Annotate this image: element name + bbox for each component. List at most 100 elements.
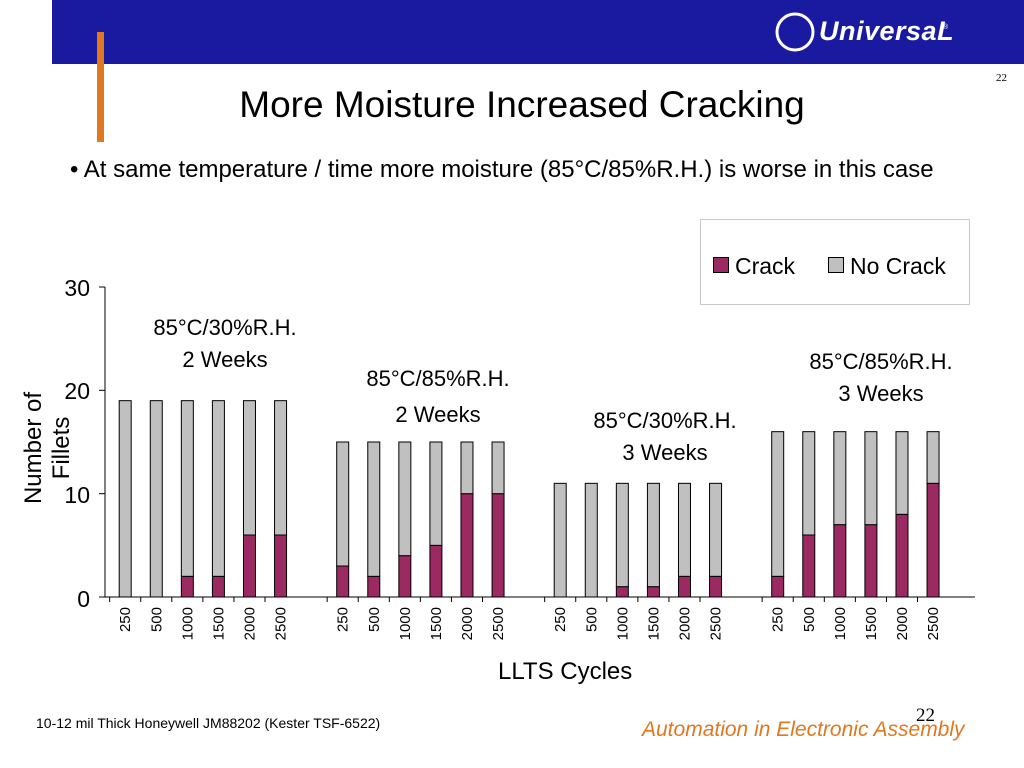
bar-no-crack (491, 441, 505, 495)
annotation-condition: 85°C/30%R.H. (153, 315, 297, 340)
x-tick-label: 2000 (676, 607, 693, 640)
bar-crack (429, 544, 443, 598)
group-annotation: 85°C/30%R.H. 2 Weeks (120, 312, 330, 376)
bar-no-crack (398, 441, 412, 557)
bar-no-crack (553, 482, 567, 598)
logo-text: UniversaL (819, 16, 955, 46)
bar-crack (274, 534, 288, 598)
bar-crack (615, 586, 629, 598)
bar-crack (211, 575, 225, 598)
x-tick-label: 1000 (614, 607, 631, 640)
bar-no-crack (242, 400, 256, 536)
bar-crack (180, 575, 194, 598)
bar-no-crack (367, 441, 381, 577)
annotation-duration: 3 Weeks (838, 381, 924, 406)
x-tick-label: 2500 (708, 607, 725, 640)
footer-tagline: Automation in Electronic Assembly (642, 718, 965, 741)
bar-no-crack (118, 400, 132, 598)
bar-no-crack (646, 482, 660, 588)
bar-crack (895, 513, 909, 598)
bar-no-crack (211, 400, 225, 577)
bar-no-crack (429, 441, 443, 546)
x-tick-label: 2000 (459, 607, 476, 640)
x-tick-label: 2500 (490, 607, 507, 640)
legend-label-crack: Crack (735, 253, 796, 279)
chart-legend: Crack No Crack (700, 219, 970, 305)
x-tick-label: 2000 (241, 607, 258, 640)
x-tick-label: 1500 (210, 607, 227, 640)
bar-no-crack (771, 431, 785, 577)
x-tick-label: 500 (583, 607, 600, 632)
bar-no-crack (336, 441, 350, 567)
y-tick-label: 30 (64, 275, 90, 301)
bar-no-crack (460, 441, 474, 495)
x-tick-label: 250 (117, 607, 134, 632)
bar-no-crack (802, 431, 816, 536)
bar-crack (398, 555, 412, 598)
annotation-duration: 3 Weeks (622, 440, 708, 465)
x-tick-label: 500 (148, 607, 165, 632)
bar-crack (677, 575, 691, 598)
bar-no-crack (180, 400, 194, 577)
group-annotation: 85°C/30%R.H. 3 Weeks (560, 405, 770, 469)
footer-note: 10-12 mil Thick Honeywell JM88202 (Keste… (36, 715, 381, 731)
bar-crack (336, 565, 350, 598)
x-tick-label: 1500 (863, 607, 880, 640)
bar-no-crack (864, 431, 878, 526)
bar-crack (926, 482, 940, 598)
bar-crack (491, 493, 505, 598)
page-number-top: 22 (996, 72, 1007, 84)
annotation-duration: 2 Weeks (395, 402, 481, 427)
x-tick-label: 2500 (925, 607, 942, 640)
bar-crack (709, 575, 723, 598)
bar-no-crack (584, 482, 598, 598)
annotation-condition: 85°C/85%R.H. (809, 349, 953, 374)
header-band-fill (52, 0, 1024, 64)
x-tick-label: 1500 (428, 607, 445, 640)
bar-no-crack (709, 482, 723, 577)
bar-crack (646, 586, 660, 598)
x-tick-label: 250 (770, 607, 787, 632)
legend-swatch-crack (713, 257, 729, 273)
bar-no-crack (615, 482, 629, 588)
x-tick-label: 1500 (645, 607, 662, 640)
bar-no-crack (677, 482, 691, 577)
bar-crack (802, 534, 816, 598)
bar-crack (242, 534, 256, 598)
group-annotation: 85°C/85%R.H. 3 Weeks (776, 346, 986, 410)
bar-crack (771, 575, 785, 598)
bullet-text: • At same temperature / time more moistu… (70, 156, 934, 183)
annotation-duration: 2 Weeks (182, 347, 268, 372)
bar-crack (367, 575, 381, 598)
x-tick-label: 1000 (179, 607, 196, 640)
x-tick-label: 1000 (832, 607, 849, 640)
bar-crack (460, 493, 474, 598)
bar-no-crack (274, 400, 288, 536)
annotation-condition: 85°C/85%R.H. (366, 366, 510, 391)
legend-label-no-crack: No Crack (850, 253, 946, 279)
legend-swatch-no-crack (828, 257, 844, 273)
bar-no-crack (833, 431, 847, 526)
slide-title: More Moisture Increased Cracking (239, 84, 805, 125)
group-annotation: 85°C/85%R.H. 2 Weeks (333, 361, 543, 433)
y-tick-label: 10 (64, 482, 90, 508)
x-tick-label: 250 (335, 607, 352, 632)
bar-crack (833, 524, 847, 598)
x-tick-label: 500 (366, 607, 383, 632)
y-tick-label: 0 (77, 586, 90, 612)
bar-no-crack (149, 400, 163, 598)
y-tick-label: 20 (64, 378, 90, 404)
annotation-condition: 85°C/30%R.H. (593, 408, 737, 433)
x-tick-label: 2500 (273, 607, 290, 640)
header-band (52, 0, 1024, 64)
x-axis-label: LLTS Cycles (498, 658, 633, 685)
logo-circle (775, 12, 815, 52)
bar-no-crack (895, 431, 909, 515)
universal-logo: UniversaL ® (775, 10, 954, 54)
bar-crack (864, 524, 878, 598)
x-tick-label: 1000 (397, 607, 414, 640)
x-tick-label: 2000 (894, 607, 911, 640)
logo-registered-mark: ® (943, 24, 949, 31)
bar-no-crack (926, 431, 940, 484)
